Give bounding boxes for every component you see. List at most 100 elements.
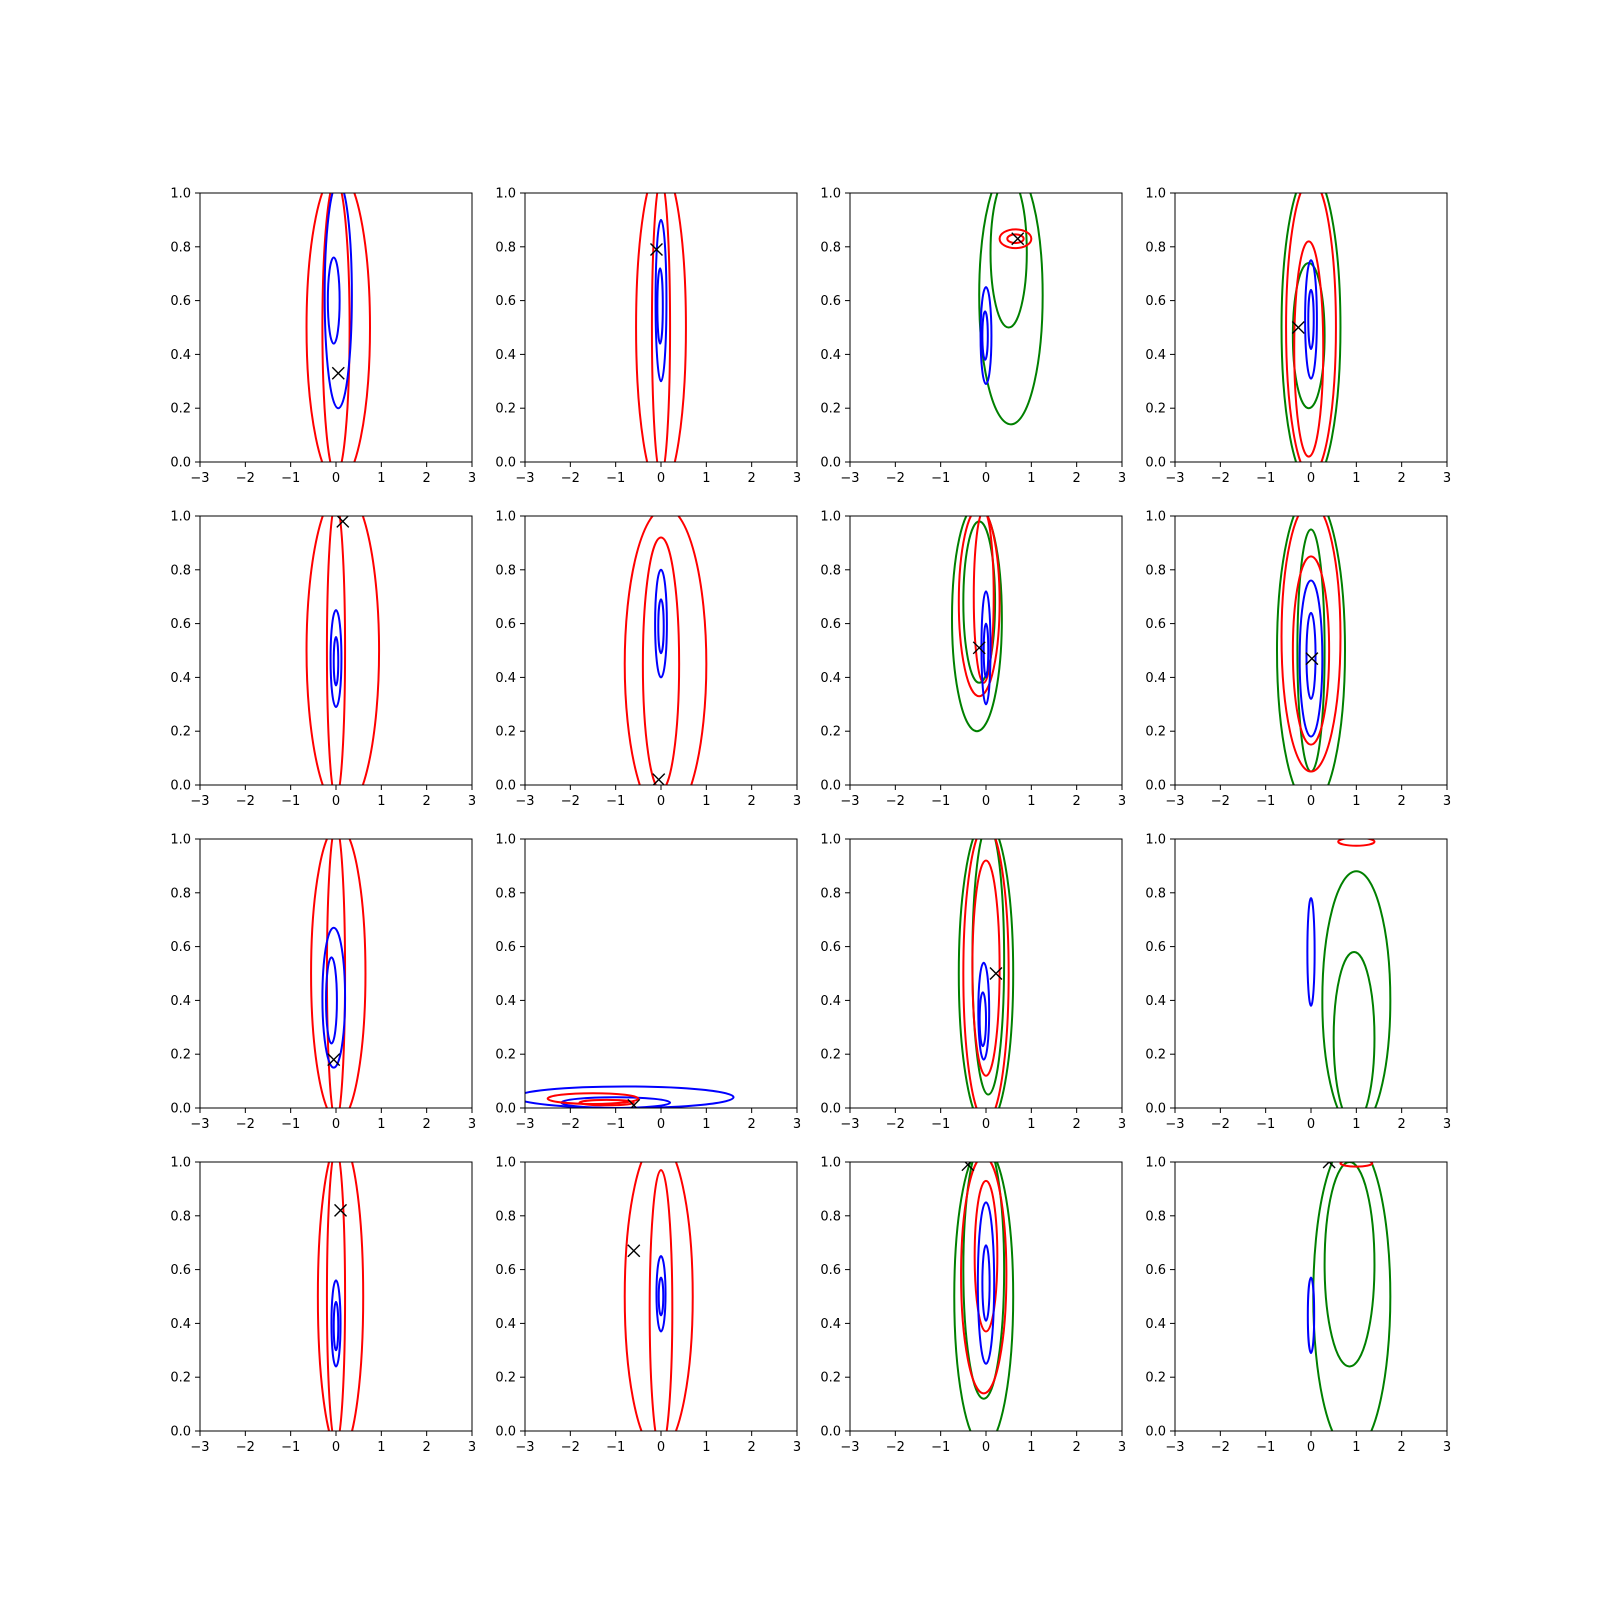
x-tick-label: 1 <box>377 1440 385 1455</box>
x-tick-label: 1 <box>1352 1117 1360 1132</box>
x-tick-label: −2 <box>236 1117 255 1132</box>
x-tick-label: 3 <box>793 794 801 809</box>
x-tick-label: −1 <box>1256 471 1275 486</box>
plot-area <box>951 516 1003 733</box>
y-tick-label: 1.0 <box>495 833 516 848</box>
y-tick-label: 0.8 <box>820 240 841 255</box>
red-contour-1 <box>310 839 367 1108</box>
plot-area <box>1280 193 1342 462</box>
y-tick-label: 0.8 <box>1145 886 1166 901</box>
x-tick-label: 2 <box>1073 794 1081 809</box>
x-tick-label: 1 <box>1352 794 1360 809</box>
blue-contour-1 <box>655 1255 667 1333</box>
y-tick-label: 0.6 <box>820 294 841 309</box>
blue-contour-2 <box>978 991 987 1048</box>
axes-frame <box>849 192 1123 463</box>
plot-area <box>1306 1162 1392 1431</box>
x-tick-label: 2 <box>423 1440 431 1455</box>
x-tick-label: 2 <box>1073 1117 1081 1132</box>
y-tick-label: 0.4 <box>820 994 841 1009</box>
axes-frame <box>524 838 798 1109</box>
y-tick-label: 0.2 <box>1145 1048 1166 1063</box>
x-tick-label: −2 <box>886 1440 905 1455</box>
axes-frame <box>849 838 1123 1109</box>
red-contour-1 <box>623 1162 694 1431</box>
x-tick-label: −2 <box>1211 1117 1230 1132</box>
blue-contour-1 <box>1304 259 1318 380</box>
x-tick-label: −1 <box>931 1117 950 1132</box>
x-tick-label: −3 <box>190 1117 209 1132</box>
x-tick-label: 2 <box>423 1117 431 1132</box>
y-tick-label: 0.2 <box>495 1371 516 1386</box>
y-tick-label: 0.4 <box>495 994 516 1009</box>
plot-area <box>305 193 371 462</box>
red-contour-2 <box>1006 233 1025 245</box>
x-tick-label: 2 <box>748 1440 756 1455</box>
x-tick-label: −1 <box>606 471 625 486</box>
y-tick-label: 1.0 <box>495 1156 516 1171</box>
red-contour-2 <box>650 193 672 462</box>
x-tick-label: −2 <box>561 1440 580 1455</box>
x-tick-label: −1 <box>931 471 950 486</box>
red-contour-2 <box>972 516 995 684</box>
x-marker <box>1305 652 1319 666</box>
axes-frame <box>199 1161 473 1432</box>
y-tick-label: 1.0 <box>1145 187 1166 202</box>
subplot-2-4: −3 −2 −1 0 1 2 3 0.0 0.2 0.4 0.6 0.8 1.0 <box>1145 510 1451 810</box>
y-tick-label: 1.0 <box>170 1156 191 1171</box>
x-tick-label: 2 <box>1398 471 1406 486</box>
y-tick-label: 0.6 <box>820 940 841 955</box>
y-tick-label: 0.0 <box>170 1102 191 1117</box>
x-tick-label: 0 <box>657 471 665 486</box>
x-tick-label: 2 <box>1398 1117 1406 1132</box>
y-tick-label: 0.8 <box>820 1209 841 1224</box>
x-tick-label: 1 <box>377 1117 385 1132</box>
y-tick-label: 0.0 <box>1145 779 1166 794</box>
y-tick-label: 0.6 <box>820 1263 841 1278</box>
blue-contour-2 <box>1307 288 1315 351</box>
y-tick-label: 0.0 <box>495 456 516 471</box>
x-marker <box>1291 321 1305 334</box>
blue-contour-1 <box>330 1279 342 1368</box>
green-contour-1 <box>957 839 1015 1108</box>
x-tick-label: 1 <box>1027 1117 1035 1132</box>
x-tick-label: −1 <box>1256 1440 1275 1455</box>
blue-contour-1 <box>980 590 992 706</box>
x-tick-label: 3 <box>1118 1440 1126 1455</box>
y-tick-label: 0.6 <box>170 1263 191 1278</box>
y-tick-label: 0.6 <box>170 294 191 309</box>
y-tick-label: 0.4 <box>495 348 516 363</box>
x-tick-label: 3 <box>793 471 801 486</box>
x-tick-label: −2 <box>1211 1440 1230 1455</box>
x-marker <box>627 1244 641 1258</box>
y-tick-label: 0.0 <box>820 456 841 471</box>
x-tick-label: 1 <box>377 794 385 809</box>
blue-contour-2 <box>657 1276 665 1317</box>
plot-area <box>525 1085 735 1108</box>
x-tick-label: 2 <box>423 794 431 809</box>
x-tick-label: −1 <box>606 794 625 809</box>
plot-area <box>623 516 708 785</box>
y-tick-label: 0.4 <box>1145 348 1166 363</box>
red-contour-1 <box>1337 839 1376 847</box>
y-tick-label: 1.0 <box>495 187 516 202</box>
subplot-1-1: −3 −2 −1 0 1 2 3 0.0 0.2 0.4 0.6 0.8 1.0 <box>170 187 476 487</box>
x-marker <box>327 1053 341 1067</box>
y-tick-label: 0.6 <box>495 294 516 309</box>
x-tick-label: 0 <box>657 794 665 809</box>
green-contour-1 <box>951 516 1003 733</box>
axes-frame <box>1174 192 1448 463</box>
x-tick-label: −1 <box>606 1440 625 1455</box>
red-contour-2 <box>578 1098 635 1107</box>
red-contour-2 <box>1291 555 1331 746</box>
x-tick-label: 1 <box>377 471 385 486</box>
y-tick-label: 1.0 <box>1145 1156 1166 1171</box>
x-tick-label: 0 <box>332 471 340 486</box>
y-tick-label: 0.2 <box>1145 1371 1166 1386</box>
x-marker <box>336 516 350 528</box>
y-tick-label: 0.6 <box>170 940 191 955</box>
plot-area <box>635 193 687 462</box>
plot-area <box>957 839 1015 1108</box>
x-tick-label: 3 <box>1443 794 1451 809</box>
red-contour-2 <box>648 1169 674 1431</box>
